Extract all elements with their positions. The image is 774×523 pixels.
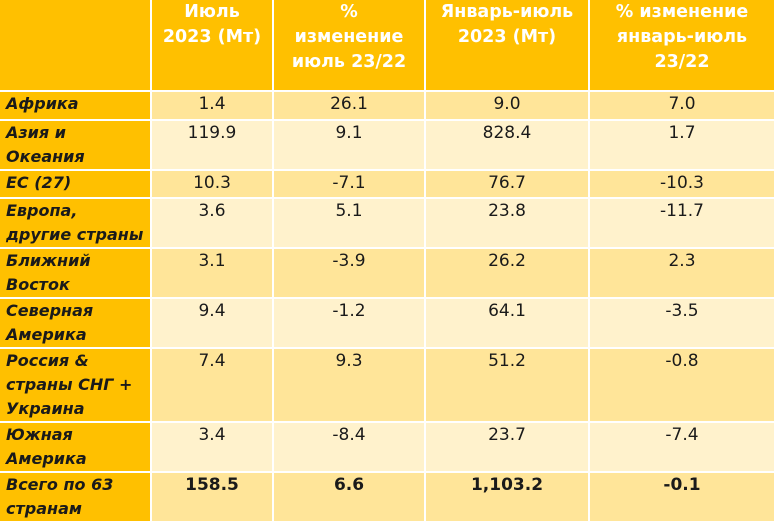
table-row: Ближний Восток 3.1 -3.9 26.2 2.3 xyxy=(0,248,774,299)
cell-change-jan-jul-total: -0.1 xyxy=(589,472,774,523)
cell-change-july: 9.3 xyxy=(273,348,426,423)
cell-change-jan-jul: -10.3 xyxy=(589,170,774,199)
cell-jan-jul: 76.7 xyxy=(425,170,590,199)
region-label: Южная Америка xyxy=(0,422,152,473)
cell-change-jan-jul: 1.7 xyxy=(589,120,774,171)
cell-jan-jul: 828.4 xyxy=(425,120,590,171)
cell-change-july: -8.4 xyxy=(273,422,426,473)
cell-change-july: -1.2 xyxy=(273,298,426,349)
cell-change-jan-jul: -11.7 xyxy=(589,198,774,249)
cell-change-jan-jul: 2.3 xyxy=(589,248,774,299)
region-label: Азия и Океания xyxy=(0,120,152,171)
cell-change-july: 9.1 xyxy=(273,120,426,171)
cell-change-july: 5.1 xyxy=(273,198,426,249)
cell-july: 3.1 xyxy=(151,248,274,299)
table-row: Азия и Океания 119.9 9.1 828.4 1.7 xyxy=(0,120,774,171)
cell-jan-jul: 51.2 xyxy=(425,348,590,423)
cell-change-jan-jul: -3.5 xyxy=(589,298,774,349)
region-label-total: Всего по 63 странам xyxy=(0,472,152,523)
cell-change-july: 26.1 xyxy=(273,91,426,121)
header-region xyxy=(0,0,152,92)
cell-jan-jul: 26.2 xyxy=(425,248,590,299)
cell-july: 119.9 xyxy=(151,120,274,171)
table-row: ЕС (27) 10.3 -7.1 76.7 -10.3 xyxy=(0,170,774,199)
cell-jan-jul: 64.1 xyxy=(425,298,590,349)
table-row: Африка 1.4 26.1 9.0 7.0 xyxy=(0,91,774,121)
header-change-july: % изменение июль 23/22 xyxy=(273,0,426,92)
cell-change-jan-jul: -7.4 xyxy=(589,422,774,473)
region-label: Европа, другие страны xyxy=(0,198,152,249)
region-label: Северная Америка xyxy=(0,298,152,349)
header-row: Июль 2023 (Мт) % изменение июль 23/22 Ян… xyxy=(0,0,774,92)
cell-july: 10.3 xyxy=(151,170,274,199)
cell-july: 7.4 xyxy=(151,348,274,423)
cell-change-jan-jul: 7.0 xyxy=(589,91,774,121)
header-change-jan-jul: % изменение январь-июль 23/22 xyxy=(589,0,774,92)
region-label: Ближний Восток xyxy=(0,248,152,299)
cell-july-total: 158.5 xyxy=(151,472,274,523)
cell-change-jan-jul: -0.8 xyxy=(589,348,774,423)
cell-july: 1.4 xyxy=(151,91,274,121)
cell-july: 3.6 xyxy=(151,198,274,249)
cell-july: 3.4 xyxy=(151,422,274,473)
table-row: Европа, другие страны 3.6 5.1 23.8 -11.7 xyxy=(0,198,774,249)
total-row: Всего по 63 странам 158.5 6.6 1,103.2 -0… xyxy=(0,472,774,523)
cell-jan-jul: 23.8 xyxy=(425,198,590,249)
cell-change-july: -7.1 xyxy=(273,170,426,199)
cell-jan-jul-total: 1,103.2 xyxy=(425,472,590,523)
cell-jan-jul: 23.7 xyxy=(425,422,590,473)
header-july-2023: Июль 2023 (Мт) xyxy=(151,0,274,92)
table-row: Южная Америка 3.4 -8.4 23.7 -7.4 xyxy=(0,422,774,473)
cell-july: 9.4 xyxy=(151,298,274,349)
cell-change-july: -3.9 xyxy=(273,248,426,299)
header-jan-jul-2023: Январь-июль 2023 (Мт) xyxy=(425,0,590,92)
region-label: Россия & страны СНГ + Украина xyxy=(0,348,152,423)
cell-jan-jul: 9.0 xyxy=(425,91,590,121)
table-row: Северная Америка 9.4 -1.2 64.1 -3.5 xyxy=(0,298,774,349)
region-label: Африка xyxy=(0,91,152,121)
table-row: Россия & страны СНГ + Украина 7.4 9.3 51… xyxy=(0,348,774,423)
cell-change-july-total: 6.6 xyxy=(273,472,426,523)
region-label: ЕС (27) xyxy=(0,170,152,199)
